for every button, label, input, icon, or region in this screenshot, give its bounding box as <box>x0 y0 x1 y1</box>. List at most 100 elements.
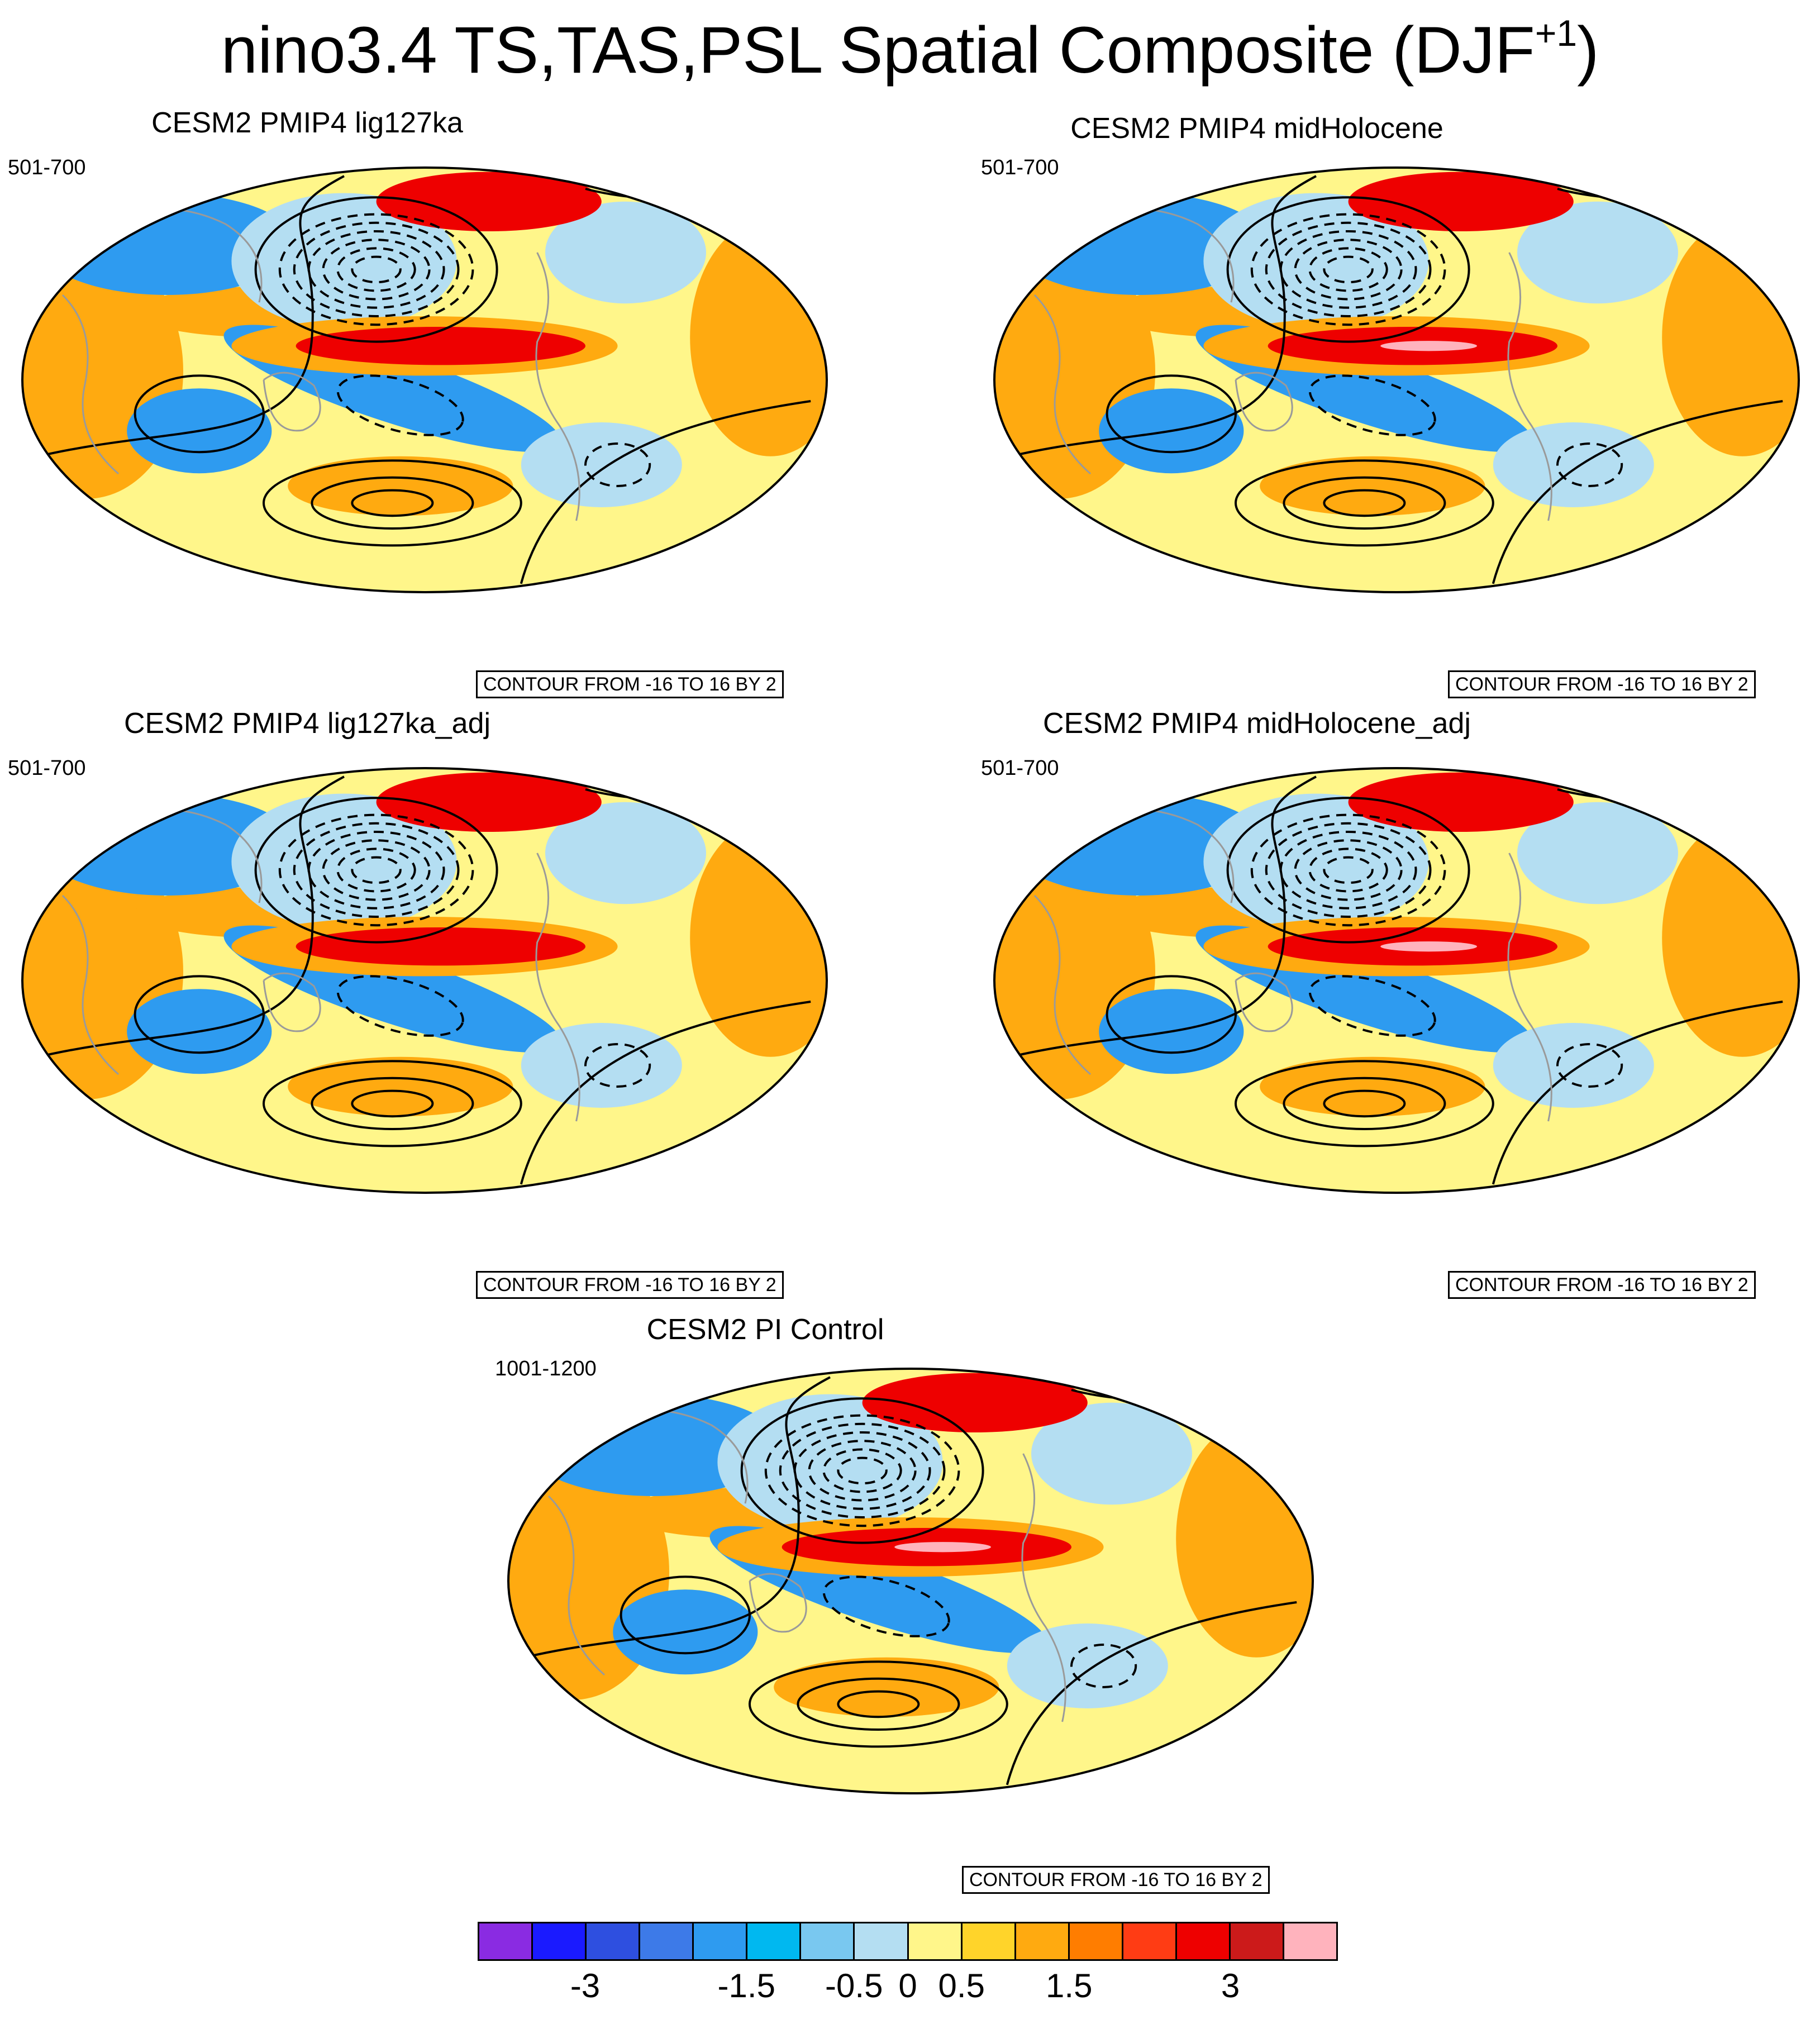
colorbar-tick-label: -0.5 <box>825 1967 883 2004</box>
contour-dashed <box>779 1422 946 1518</box>
cool-region-south-atlantic <box>521 1023 682 1108</box>
contour-dashed <box>1294 839 1403 901</box>
panel-midholocene-adj: CESM2 PMIP4 midHolocene_adj 501-700 CONT… <box>972 707 1820 1299</box>
coastline <box>1507 853 1552 1122</box>
contour-solid <box>520 400 811 584</box>
panel-years: 501-700 <box>981 756 1059 780</box>
colorbar-swatch <box>1016 1923 1070 1959</box>
panel-lig127ka-adj: CESM2 PMIP4 lig127ka_adj 501-700 CONTOUR… <box>0 707 849 1299</box>
contour-solid <box>837 1690 920 1718</box>
contour-dashed <box>336 847 416 893</box>
contour-solid <box>311 476 474 530</box>
contour-dashed <box>1265 822 1432 918</box>
contour-solid <box>351 1089 434 1118</box>
colorbar-tick-label: -1.5 <box>717 1967 775 2004</box>
colorbar-swatch <box>1123 1923 1177 1959</box>
contour-solid <box>1235 1060 1494 1147</box>
colorbar-swatch <box>855 1923 909 1959</box>
contour-solid <box>1283 1077 1446 1131</box>
contour-solid <box>254 797 498 944</box>
coastline <box>1507 252 1552 521</box>
warm-region-arctic <box>1348 172 1574 231</box>
contour-solid <box>263 459 522 547</box>
panel-lig127ka: CESM2 PMIP4 lig127ka 501-700 CONTOUR FRO… <box>0 106 849 698</box>
contour-solid <box>1323 489 1406 517</box>
field-layer <box>994 168 1799 592</box>
coastline <box>61 294 119 475</box>
enso-tongue-core <box>296 327 585 365</box>
contour-solid <box>740 1397 984 1544</box>
panel-years: 1001-1200 <box>495 1357 597 1380</box>
warm-region-arctic <box>862 1373 1088 1432</box>
field-layer <box>994 768 1799 1193</box>
panel-title: CESM2 PMIP4 midHolocene <box>1070 112 1443 145</box>
contour-solid <box>524 1376 831 1659</box>
contour-solid <box>1235 459 1494 547</box>
contour-solid <box>38 175 345 458</box>
contour-solid <box>38 775 345 1058</box>
psl-contours <box>38 775 812 1185</box>
map-border <box>993 767 1800 1194</box>
panel-years: 501-700 <box>981 156 1059 179</box>
contour-dashed <box>584 1043 651 1088</box>
map <box>993 166 1800 593</box>
contour-dashed <box>322 839 431 901</box>
contour-solid <box>797 1677 960 1731</box>
contour-dashed <box>1556 1043 1623 1088</box>
colorbar-tick-label: 1.5 <box>1046 1967 1093 2004</box>
colorbar-swatch <box>640 1923 694 1959</box>
contour-solid <box>1010 175 1317 458</box>
map-border <box>507 1368 1314 1794</box>
cool-region-north-atlantic <box>545 802 706 904</box>
contour-solid <box>1226 196 1470 343</box>
warm-region-southern-pacific <box>1260 1056 1485 1117</box>
contour-dashed <box>293 221 460 317</box>
contour-solid <box>520 1001 811 1185</box>
coastline <box>263 972 321 1032</box>
contour-solid <box>1006 1601 1297 1785</box>
enso-tongue-peak <box>1380 341 1477 351</box>
contour-note: CONTOUR FROM -16 TO 16 BY 2 <box>962 1866 1270 1894</box>
contour-dashed <box>322 239 431 301</box>
map <box>507 1368 1314 1794</box>
contour-dashed <box>822 1448 902 1493</box>
cool-region-south-atlantic <box>1493 1023 1654 1108</box>
contour-dashed <box>1250 213 1446 326</box>
coastline <box>535 853 580 1122</box>
cool-region-north-atlantic <box>1517 201 1678 304</box>
contour-dashed <box>1070 1644 1137 1688</box>
contour-solid <box>1492 400 1783 584</box>
contour-solid <box>351 489 434 517</box>
field-layer <box>508 1369 1313 1793</box>
contour-dashed <box>1250 813 1446 927</box>
panel-title: CESM2 PMIP4 midHolocene_adj <box>1043 707 1471 740</box>
contour-solid <box>1226 797 1470 944</box>
contour-note: CONTOUR FROM -16 TO 16 BY 2 <box>476 1271 784 1299</box>
cool-region-north-atlantic <box>1031 1402 1192 1505</box>
coastline <box>1033 894 1091 1075</box>
contour-dashed <box>278 213 474 326</box>
contour-dashed <box>1308 847 1388 893</box>
panel-title: CESM2 PI Control <box>646 1313 884 1346</box>
enso-tongue-core <box>296 927 585 966</box>
map <box>993 767 1800 1194</box>
figure-title-end: ) <box>1577 13 1599 87</box>
colorbar-swatch <box>747 1923 802 1959</box>
contour-dashed <box>278 813 474 927</box>
map-border <box>993 166 1800 593</box>
contour-dashed <box>1556 442 1623 487</box>
figure-title-main: nino3.4 TS,TAS,PSL Spatial Composite (DJ… <box>221 13 1535 87</box>
warm-region-arctic <box>1348 772 1574 832</box>
warm-region-arctic <box>376 772 602 832</box>
contour-dashed <box>1308 247 1388 292</box>
contour-solid <box>254 196 498 343</box>
warm-region-southern-pacific <box>774 1657 999 1717</box>
colorbar-swatch <box>1284 1923 1336 1959</box>
contour-note: CONTOUR FROM -16 TO 16 BY 2 <box>476 670 784 698</box>
map <box>21 166 828 593</box>
contour-dashed <box>336 247 416 292</box>
field-layer <box>22 168 827 592</box>
contour-solid <box>311 1077 474 1131</box>
coastline <box>1033 294 1091 475</box>
contour-dashed <box>336 374 464 436</box>
